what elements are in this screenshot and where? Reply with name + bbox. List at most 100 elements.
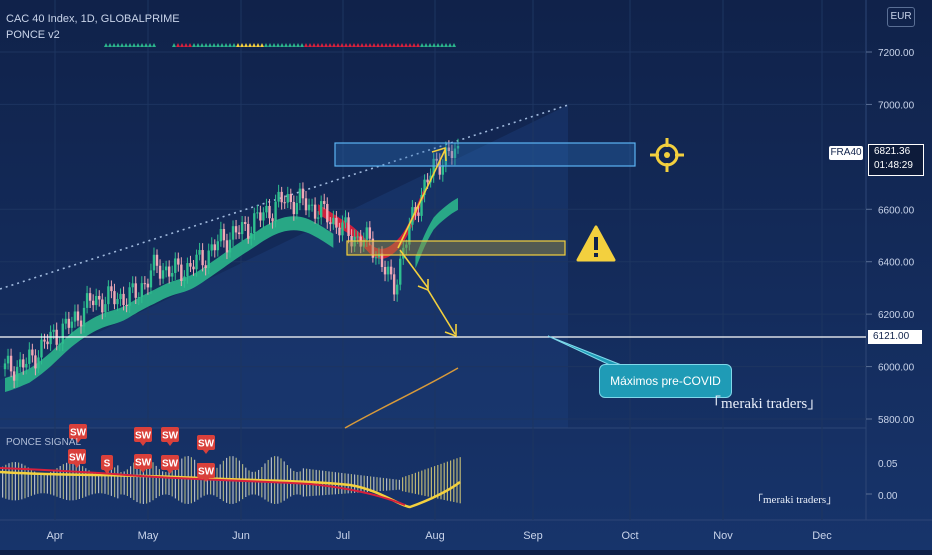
signal-bar <box>120 471 122 495</box>
signal-badge-label: S <box>104 459 111 470</box>
indicator-dot <box>304 43 308 47</box>
signal-bar <box>453 459 455 502</box>
signal-bar <box>184 456 186 504</box>
signal-bar <box>178 461 180 501</box>
candle-body <box>119 293 122 300</box>
signal-badge-label: SW <box>135 458 152 469</box>
signal-bar <box>82 466 84 498</box>
signal-badge <box>197 435 215 450</box>
candle-body <box>268 205 271 219</box>
indicator-dot <box>404 43 408 47</box>
signal-bar <box>379 477 381 492</box>
signal-bar <box>386 478 388 491</box>
signal-bar <box>389 478 391 491</box>
candle-body <box>380 253 384 268</box>
candle-body <box>426 179 429 183</box>
signal-bar <box>200 466 202 498</box>
candle-body <box>329 222 332 225</box>
signal-bar <box>414 472 416 494</box>
candle-body <box>383 267 387 275</box>
signal-bar <box>210 471 212 495</box>
signal-badge <box>161 455 179 470</box>
candle-body <box>149 270 153 288</box>
candle-body <box>9 355 13 372</box>
candle-body <box>456 145 460 149</box>
candle-body <box>101 299 104 313</box>
signal-badge <box>69 424 87 439</box>
candle-body <box>155 254 159 266</box>
watermark-sub: 「meraki traders」 <box>752 494 838 506</box>
candle-body <box>286 194 289 203</box>
currency-button[interactable]: EUR <box>887 7 915 27</box>
signal-bar <box>107 471 109 495</box>
price-axis: 7200.00 7000.00 6600.00 6400.00 6200.00 6000.… <box>866 48 915 426</box>
candle-body <box>347 217 350 236</box>
resistance-box[interactable] <box>334 142 636 167</box>
indicator-dot <box>260 43 264 47</box>
signal-bar <box>27 467 29 498</box>
signal-bar <box>187 456 189 504</box>
candle-body <box>213 244 216 251</box>
bull-band <box>5 216 334 392</box>
candle-body <box>417 212 420 216</box>
signal-bar <box>437 464 439 499</box>
candle-body <box>222 229 226 241</box>
candle-body <box>198 250 201 255</box>
signal-bar <box>21 463 23 500</box>
indicator-dot <box>112 43 116 47</box>
candle-body <box>399 258 402 285</box>
signal-badge <box>134 427 152 442</box>
candle-body <box>91 300 95 306</box>
candle-body <box>344 217 347 223</box>
candle-body <box>441 165 444 175</box>
signal-bar <box>123 471 125 495</box>
x-tick-label: Nov <box>713 530 733 542</box>
indicator-dot <box>272 43 276 47</box>
pre-covid-callout[interactable]: Máximos pre-COVID <box>599 364 732 398</box>
signal-bar <box>34 471 36 495</box>
indicator-dot <box>188 43 192 47</box>
indicator-dot <box>440 43 444 47</box>
candle-body <box>316 217 320 219</box>
candle-body <box>228 239 232 253</box>
candle-body <box>374 257 378 259</box>
candle-body <box>19 359 22 367</box>
signal-bar <box>37 473 39 494</box>
indicator-dot <box>300 43 304 47</box>
indicator-dot <box>280 43 284 47</box>
indicator-dot <box>428 43 432 47</box>
indicator-dot <box>284 43 288 47</box>
candle-body <box>408 224 411 245</box>
signal-bar <box>350 474 352 494</box>
y-tick-label: 5800.00 <box>878 415 915 426</box>
signal-bar <box>254 471 256 495</box>
signal-badge-pointer <box>75 439 81 443</box>
candle-body <box>289 194 292 202</box>
signal-bar <box>130 466 132 498</box>
signal-bar <box>133 462 135 501</box>
candle-body <box>423 179 426 196</box>
candle-body <box>216 241 220 251</box>
signal-bar <box>5 464 7 499</box>
signal-bar <box>110 469 112 496</box>
candle-body <box>247 223 250 239</box>
signal-badge <box>101 455 113 470</box>
indicator-dot <box>308 43 312 47</box>
signal-bar <box>446 461 448 501</box>
signal-bar <box>53 470 55 496</box>
candle-body <box>365 227 368 240</box>
indicator-dot <box>224 43 228 47</box>
candle-body <box>131 283 134 288</box>
signal-yellow-line <box>0 470 461 509</box>
candle-body <box>310 204 314 206</box>
y-tick-label: 6200.00 <box>878 310 915 321</box>
signal-bar <box>258 469 260 496</box>
indicator-dot <box>148 43 152 47</box>
candle-body <box>107 286 110 305</box>
support-box[interactable] <box>346 240 566 256</box>
signal-bar <box>30 469 32 496</box>
last-price-value: 6821.36 <box>874 146 911 157</box>
